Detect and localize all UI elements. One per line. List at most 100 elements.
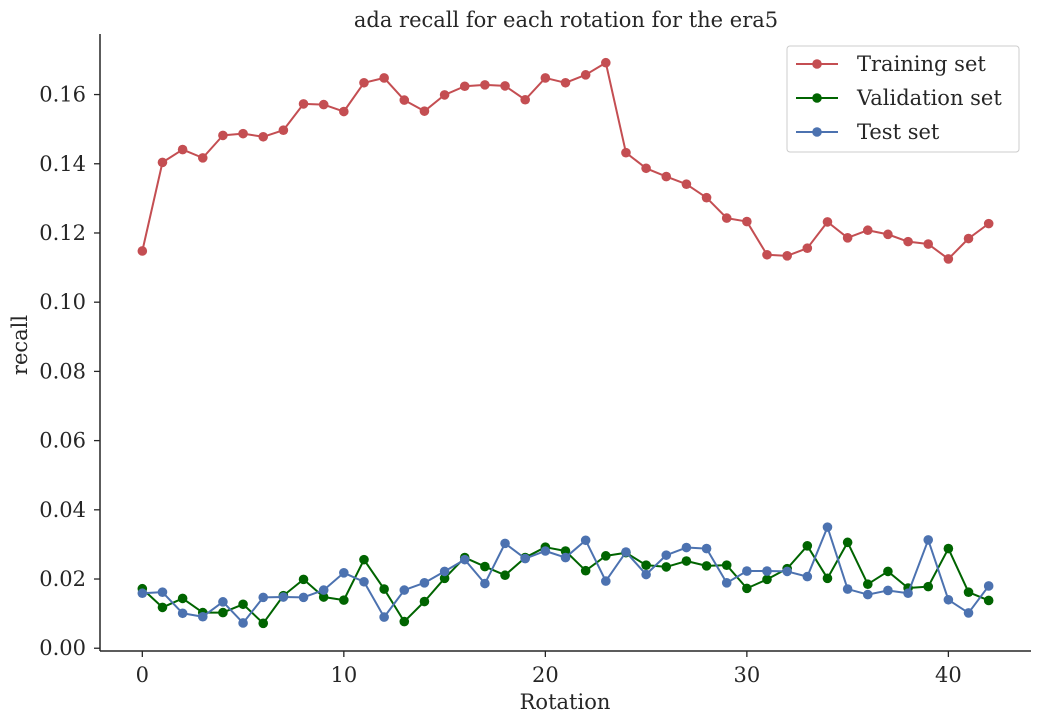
data-point <box>258 618 269 629</box>
data-point <box>359 576 369 587</box>
data-point <box>580 535 591 546</box>
data-point <box>560 77 571 88</box>
data-point <box>500 81 510 91</box>
data-point <box>802 541 813 551</box>
data-point <box>721 560 732 570</box>
legend-item: Training set <box>796 52 986 76</box>
series-layer <box>137 57 994 629</box>
data-point <box>318 99 329 110</box>
data-point <box>298 592 309 603</box>
data-point <box>963 608 974 618</box>
data-point <box>157 157 168 168</box>
x-axis-ticks: 0 10 20 30 40 <box>136 651 962 687</box>
data-point <box>701 543 712 554</box>
data-point <box>842 537 853 548</box>
data-point <box>339 595 349 605</box>
y-tick-label: 0.02 <box>39 567 86 591</box>
data-point <box>661 562 672 572</box>
data-point <box>218 597 228 607</box>
legend-marker <box>812 93 822 103</box>
data-point <box>943 254 954 264</box>
legend-item: Validation set <box>796 86 1002 110</box>
data-point <box>822 217 833 227</box>
data-point <box>782 566 792 577</box>
data-point <box>681 179 692 189</box>
chart-title: ada recall for each rotation for the era… <box>354 8 778 32</box>
series-test-set <box>137 522 994 628</box>
data-point <box>923 535 934 545</box>
data-point <box>822 522 833 532</box>
data-point <box>903 236 913 247</box>
data-point <box>399 585 410 595</box>
data-point <box>439 90 450 100</box>
data-point <box>218 607 228 618</box>
data-point <box>923 239 934 249</box>
data-point <box>983 581 994 591</box>
legend-label: Validation set <box>856 86 1002 110</box>
data-point <box>439 573 450 584</box>
data-point <box>580 70 591 80</box>
data-point <box>621 147 631 158</box>
legend-label: Test set <box>857 120 940 144</box>
data-point <box>802 571 813 582</box>
data-point <box>339 106 349 117</box>
data-point <box>520 94 530 105</box>
y-tick-label: 0.16 <box>39 83 86 107</box>
data-point <box>258 592 269 603</box>
data-point <box>439 566 450 577</box>
data-point <box>177 144 188 155</box>
data-point <box>298 574 309 585</box>
data-point <box>580 565 591 576</box>
data-point <box>238 128 248 139</box>
y-tick-label: 0.08 <box>39 359 86 383</box>
data-point <box>540 546 551 556</box>
data-point <box>601 551 611 561</box>
data-point <box>238 618 248 628</box>
data-point <box>278 592 289 602</box>
data-point <box>963 233 974 244</box>
data-point <box>641 163 651 174</box>
y-tick-label: 0.04 <box>39 498 86 522</box>
data-point <box>540 73 551 83</box>
data-point <box>318 592 329 602</box>
data-point <box>681 542 692 553</box>
y-axis-label: recall <box>8 315 32 375</box>
data-point <box>419 106 430 116</box>
data-point <box>883 566 893 577</box>
x-tick-label: 40 <box>935 663 962 687</box>
series-training-set <box>137 57 994 264</box>
data-point <box>480 80 490 90</box>
x-tick-label: 0 <box>136 663 149 687</box>
data-point <box>862 589 873 600</box>
data-point <box>379 612 389 622</box>
data-point <box>943 594 954 605</box>
data-point <box>681 556 692 566</box>
legend: Training set Validation set Test set <box>786 45 1020 153</box>
y-tick-label: 0.14 <box>39 152 86 176</box>
data-point <box>862 579 873 590</box>
data-point <box>157 587 168 597</box>
data-point <box>560 546 571 556</box>
data-point <box>137 588 148 599</box>
data-point <box>762 574 772 585</box>
data-point <box>339 567 349 578</box>
data-point <box>258 131 269 142</box>
data-point <box>419 596 430 607</box>
data-point <box>842 233 853 243</box>
x-tick-label: 20 <box>532 663 559 687</box>
data-point <box>480 578 490 589</box>
data-point <box>721 578 732 588</box>
data-point <box>560 552 571 563</box>
data-point <box>903 588 913 599</box>
data-point <box>721 213 732 223</box>
data-point <box>923 581 934 592</box>
data-point <box>742 566 752 576</box>
data-point <box>359 554 369 565</box>
data-point <box>419 578 430 588</box>
legend-marker <box>812 59 822 69</box>
data-point <box>601 576 611 586</box>
data-point <box>943 543 954 554</box>
data-point <box>661 171 672 182</box>
x-tick-label: 30 <box>733 663 760 687</box>
